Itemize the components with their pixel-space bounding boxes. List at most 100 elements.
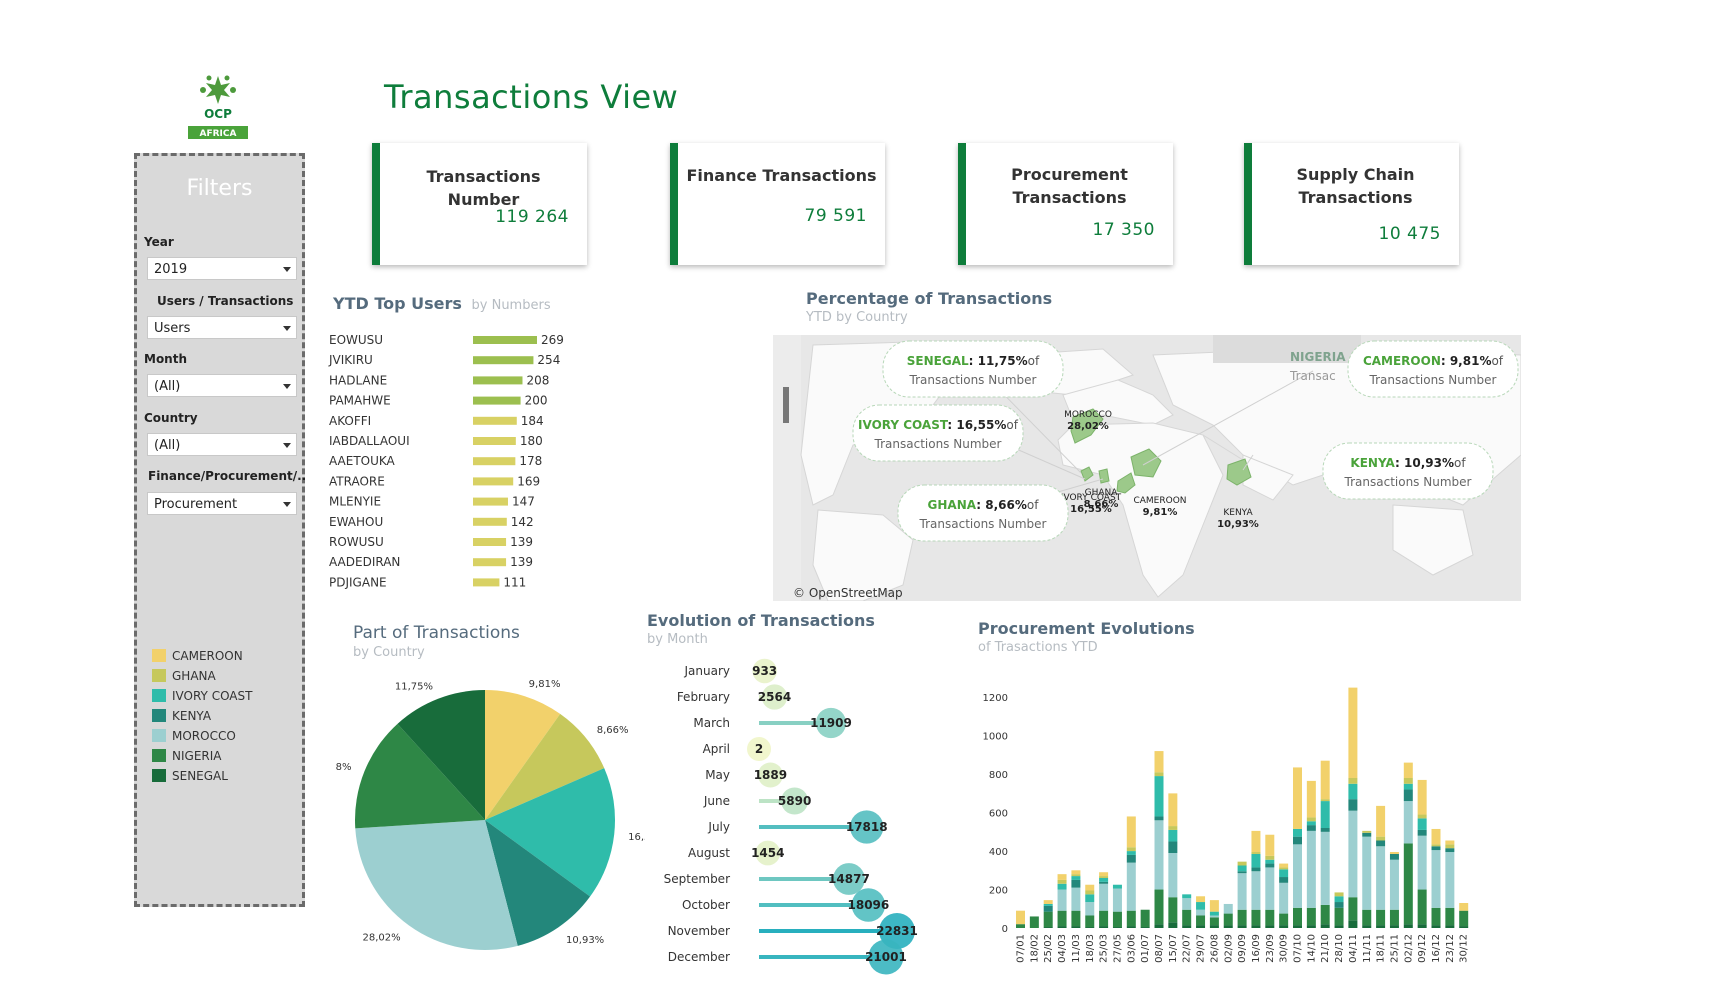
stacked-bar-segment — [1362, 836, 1372, 910]
legend-item[interactable]: CAMEROON — [152, 649, 243, 665]
x-tick-label: 28/10 — [1334, 934, 1345, 963]
stacked-bar-segment — [1071, 887, 1081, 911]
legend-swatch — [152, 729, 166, 742]
stacked-bar-segment — [1362, 909, 1372, 926]
stacked-bar-segment — [1057, 910, 1067, 927]
stacked-bar-segment — [1431, 925, 1441, 928]
y-tick-label: 600 — [989, 809, 1008, 820]
legend-swatch — [152, 709, 166, 722]
x-tick-label: 25/02 — [1043, 934, 1054, 963]
x-tick-label: 16/09 — [1251, 934, 1262, 963]
stacked-bar-segment — [1209, 900, 1219, 912]
lollipop-value: 1454 — [751, 846, 784, 860]
kpi-value: 10 475 — [1378, 224, 1441, 244]
stacked-bar-segment — [1417, 829, 1427, 836]
stacked-bar-segment — [1348, 687, 1358, 778]
x-tick-label: 02/09 — [1223, 934, 1234, 963]
stacked-bar-segment — [1099, 876, 1109, 878]
stacked-bar-segment — [1071, 870, 1081, 875]
stacked-bar-segment — [1293, 836, 1302, 845]
stacked-bar-segment — [1057, 926, 1067, 928]
callout-of: of — [1491, 354, 1503, 368]
user-bar — [473, 437, 516, 445]
stacked-bar-segment — [1293, 907, 1302, 926]
stacked-bar-segment — [1196, 896, 1206, 903]
stacked-bar-segment — [1320, 831, 1330, 905]
stacked-bar-segment — [1029, 916, 1039, 928]
stacked-bar-segment — [1168, 841, 1178, 853]
legend-item[interactable]: MOROCCO — [152, 729, 236, 745]
y-tick-label: 800 — [989, 770, 1008, 781]
stacked-bar-segment — [1099, 878, 1109, 882]
stacked-bar-segment — [1403, 843, 1413, 925]
map-point-pct: 28,02% — [1067, 421, 1109, 432]
stacked-bar-segment — [1112, 927, 1122, 928]
stacked-bar-segment — [1320, 904, 1330, 925]
stacked-bar-segment — [1376, 840, 1386, 847]
year-select[interactable]: 2019 — [147, 257, 297, 280]
callout-text: Transac — [1289, 369, 1336, 383]
month-label: September — [664, 872, 730, 886]
callout-of: of — [1454, 456, 1466, 470]
stacked-bar-segment — [1320, 828, 1330, 832]
stacked-bar-segment — [1251, 909, 1261, 926]
x-tick-label: 09/12 — [1417, 934, 1428, 963]
month-select[interactable]: (All) — [147, 374, 297, 397]
legend-label: IVORY COAST — [172, 689, 253, 703]
stacked-bar-segment — [1348, 920, 1358, 928]
stacked-bar-segment — [1348, 783, 1358, 800]
stacked-bar-segment — [1196, 909, 1206, 916]
legend-label: GHANA — [172, 669, 216, 683]
user-label: PDJIGANE — [329, 575, 387, 589]
month-label: February — [677, 690, 730, 704]
stacked-bar-segment — [1320, 760, 1330, 800]
user-label: ROWUSU — [329, 535, 384, 549]
stacked-bar-segment — [1168, 826, 1178, 830]
stacked-bar-segment — [1057, 879, 1067, 884]
callout-text: Transactions Number — [1344, 475, 1472, 489]
country-select[interactable]: (All) — [147, 433, 297, 456]
map-callout: GHANA: 8,66%of Transactions Number — [897, 484, 1069, 542]
users-transactions-select[interactable]: Users — [147, 316, 297, 339]
x-tick-label: 07/01 — [1016, 934, 1027, 963]
stacked-bar-segment — [1016, 910, 1025, 925]
legend-item[interactable]: SENEGAL — [152, 769, 228, 785]
stacked-bar-segment — [1154, 889, 1164, 925]
type-select[interactable]: Procurement — [147, 492, 297, 515]
user-bar — [473, 558, 507, 567]
map-point-name: IVORY COAST — [1061, 493, 1122, 503]
stacked-bar-segment — [1168, 829, 1178, 842]
stacked-bar-segment — [1459, 926, 1469, 928]
stacked-bar-segment — [1334, 907, 1344, 926]
map-callout: SENEGAL: 11,75%of Transactions Number — [882, 340, 1064, 398]
legend-item[interactable]: NIGERIA — [152, 749, 221, 765]
user-label: EOWUSU — [329, 333, 383, 347]
kpi-supply-chain-transactions: Supply Chain Transactions 10 475 — [1244, 143, 1459, 265]
stacked-bar-segment — [1057, 883, 1067, 890]
legend-item[interactable]: IVORY COAST — [152, 689, 252, 705]
kpi-value: 17 350 — [1092, 220, 1155, 240]
month-label: July — [707, 820, 730, 834]
stacked-bar-segment — [1085, 894, 1095, 903]
stacked-bar-segment — [1099, 872, 1109, 877]
stacked-bar-segment — [1196, 902, 1206, 910]
map-callout: IVORY COAST: 16,55%of Transactions Number — [852, 404, 1024, 462]
lollipop-value: 17818 — [846, 820, 888, 834]
legend-item[interactable]: GHANA — [152, 669, 216, 685]
map-scroll-handle[interactable] — [783, 387, 789, 423]
type-label: Finance/Procurement/.. — [148, 469, 307, 483]
pie-label: 11,75% — [395, 682, 433, 693]
user-label: EWAHOU — [329, 515, 383, 529]
stacked-bar-segment — [1237, 925, 1247, 928]
legend-item[interactable]: KENYA — [152, 709, 211, 725]
callout-headline: SENEGAL: 11,75%of — [907, 354, 1040, 368]
stacked-bar-segment — [1223, 913, 1233, 926]
stacked-bar-segment — [1196, 925, 1206, 928]
month-label: March — [693, 716, 730, 730]
legend-swatch — [152, 769, 166, 782]
user-bar — [473, 457, 516, 466]
stacked-bar-segment — [1085, 902, 1095, 916]
callout-country: IVORY COAST — [858, 418, 949, 432]
